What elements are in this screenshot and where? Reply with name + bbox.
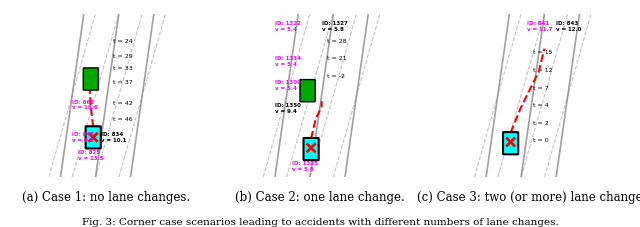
Text: t = 2: t = 2: [533, 121, 548, 126]
FancyBboxPatch shape: [86, 126, 100, 148]
Text: t = 4: t = 4: [533, 103, 548, 108]
Text: t = 7: t = 7: [533, 86, 548, 91]
Text: ID: 1334
v = 5.4: ID: 1334 v = 5.4: [275, 56, 301, 67]
FancyBboxPatch shape: [83, 68, 99, 90]
FancyBboxPatch shape: [503, 132, 518, 154]
Text: ID: 1327
v = 5.8: ID: 1327 v = 5.8: [321, 21, 348, 32]
Text: ID: 1325
v = 5.5: ID: 1325 v = 5.5: [292, 161, 318, 172]
Text: t = 42: t = 42: [113, 101, 132, 106]
Text: ID: 862
v = 18.6: ID: 862 v = 18.6: [72, 100, 98, 110]
Text: t = 12: t = 12: [533, 68, 552, 73]
Text: t = 37: t = 37: [113, 80, 132, 85]
Text: t = 29: t = 29: [113, 54, 132, 59]
Text: t = 21: t = 21: [328, 56, 347, 61]
Text: (b) Case 2: one lane change.: (b) Case 2: one lane change.: [235, 191, 405, 204]
Text: ID: 845
v = 9.2: ID: 845 v = 9.2: [72, 132, 95, 143]
Text: ID: 1300
v = 5.4: ID: 1300 v = 5.4: [275, 80, 301, 91]
Text: t = 28: t = 28: [328, 39, 347, 44]
Text: Fig. 3: Corner case scenarios leading to accidents with different numbers of lan: Fig. 3: Corner case scenarios leading to…: [82, 218, 558, 227]
Text: t = 24: t = 24: [113, 39, 132, 44]
Text: ID: 1350
v = 9.4: ID: 1350 v = 9.4: [275, 103, 301, 114]
Text: t = 33: t = 33: [113, 66, 132, 71]
Text: ID: 825
v = 13.5: ID: 825 v = 13.5: [78, 150, 104, 160]
Text: t = 46: t = 46: [113, 117, 132, 122]
Text: ID: 1322
v = 5.4: ID: 1322 v = 5.4: [275, 21, 301, 32]
Text: (c) Case 3: two (or more) lane changes.: (c) Case 3: two (or more) lane changes.: [417, 191, 640, 204]
Text: ID: 841
v = 11.7: ID: 841 v = 11.7: [527, 21, 552, 32]
Text: (a) Case 1: no lane changes.: (a) Case 1: no lane changes.: [22, 191, 189, 204]
Text: t = 15: t = 15: [533, 50, 552, 55]
Text: ID: 834
v = 10.1: ID: 834 v = 10.1: [101, 132, 127, 143]
Text: ID: 843
v = 12.0: ID: 843 v = 12.0: [556, 21, 582, 32]
Text: t = 0: t = 0: [533, 138, 548, 143]
FancyBboxPatch shape: [303, 138, 319, 160]
Text: t = -2: t = -2: [328, 74, 346, 79]
FancyBboxPatch shape: [300, 80, 315, 102]
